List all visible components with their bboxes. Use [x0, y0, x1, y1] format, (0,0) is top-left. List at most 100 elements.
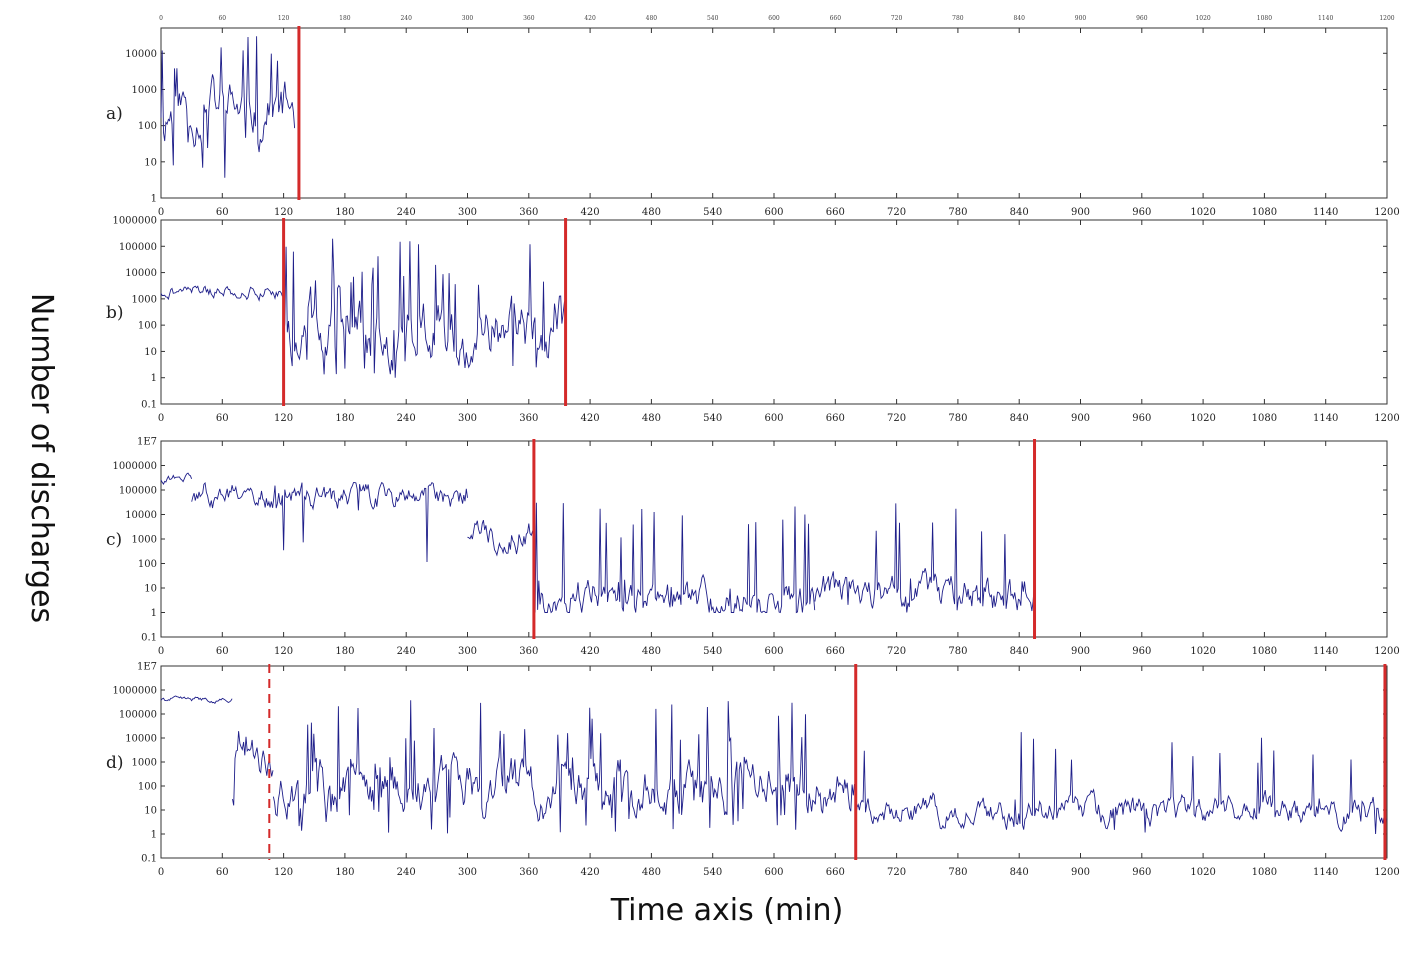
- series-line-2: [232, 731, 274, 806]
- x-tick-label: 1200: [1374, 646, 1399, 657]
- y-tick-label: 1: [151, 373, 157, 384]
- x-tick-label: 660: [826, 207, 845, 218]
- x-tick-label: 960: [1132, 646, 1151, 657]
- x-tick-label-top: 1080: [1257, 15, 1272, 22]
- x-tick-label-top: 780: [952, 15, 964, 22]
- x-tick-label: 480: [642, 413, 661, 424]
- x-tick-label: 120: [274, 413, 293, 424]
- x-tick-label: 240: [397, 646, 416, 657]
- x-tick-label: 180: [335, 867, 354, 878]
- x-tick-label: 840: [1010, 867, 1029, 878]
- x-tick-label: 600: [764, 646, 783, 657]
- y-tick-label: 1000000: [112, 686, 157, 697]
- y-tick-label: 1000: [132, 535, 157, 546]
- x-tick-label: 420: [581, 207, 600, 218]
- y-axis-title: Number of discharges: [24, 293, 59, 623]
- series-line-4: [533, 502, 816, 614]
- x-tick-label: 1020: [1190, 207, 1215, 218]
- panel-label: c): [106, 530, 122, 550]
- y-tick-label: 1E7: [137, 662, 157, 673]
- x-tick-label-top: 360: [523, 15, 535, 22]
- x-tick-label: 1200: [1374, 207, 1399, 218]
- x-tick-label-top: 840: [1013, 15, 1025, 22]
- x-tick-label: 0: [158, 413, 164, 424]
- x-tick-label: 1140: [1313, 646, 1338, 657]
- x-tick-label: 900: [1071, 207, 1090, 218]
- x-tick-label: 1020: [1190, 646, 1215, 657]
- x-tick-label: 960: [1132, 207, 1151, 218]
- y-tick-label: 0.1: [141, 633, 157, 644]
- x-tick-label: 900: [1071, 646, 1090, 657]
- plot-frame: [160, 440, 1388, 638]
- series-line-2: [191, 481, 468, 563]
- plot-frame: [160, 27, 1388, 199]
- x-tick-label: 120: [274, 646, 293, 657]
- y-tick-label: 10: [144, 806, 157, 817]
- y-tick-label: 100: [138, 321, 157, 332]
- y-tick-label: 0.1: [141, 854, 157, 865]
- x-tick-label: 240: [397, 413, 416, 424]
- x-tick-label-top: 120: [278, 15, 290, 22]
- x-tick-label: 720: [887, 646, 906, 657]
- x-tick-label: 240: [397, 867, 416, 878]
- x-tick-label: 180: [335, 413, 354, 424]
- y-tick-label: 100: [138, 559, 157, 570]
- x-tick-label: 540: [703, 207, 722, 218]
- y-tick-label: 100000: [119, 242, 157, 253]
- x-tick-label-top: 600: [768, 15, 780, 22]
- y-tick-label: 10000: [125, 510, 157, 521]
- series-line-3: [272, 700, 855, 834]
- x-tick-label: 360: [519, 207, 538, 218]
- y-tick-label: 100: [138, 121, 157, 132]
- x-tick-label-top: 900: [1075, 15, 1087, 22]
- series-group: [160, 36, 296, 178]
- y-tick-label: 1: [151, 194, 157, 205]
- series-line-1: [160, 285, 283, 302]
- x-tick-label: 540: [703, 867, 722, 878]
- y-tick-label: 100000: [119, 710, 157, 721]
- x-tick-label: 180: [335, 646, 354, 657]
- x-tick-label: 780: [948, 413, 967, 424]
- x-axis-title: Time axis (min): [610, 893, 844, 928]
- x-tick-label: 300: [458, 867, 477, 878]
- x-tick-label-top: 0: [159, 15, 163, 22]
- x-tick-label-top: 480: [646, 15, 658, 22]
- y-tick-label: 1000000: [112, 461, 157, 472]
- y-tick-label: 10000: [125, 268, 157, 279]
- x-tick-label: 720: [887, 413, 906, 424]
- x-tick-label-top: 540: [707, 15, 719, 22]
- x-tick-label: 600: [764, 413, 783, 424]
- y-tick-label: 1000: [132, 758, 157, 769]
- series-group: [160, 238, 566, 378]
- x-tick-label: 1200: [1374, 867, 1399, 878]
- x-tick-label: 600: [764, 207, 783, 218]
- x-tick-label: 300: [458, 207, 477, 218]
- x-tick-label: 120: [274, 207, 293, 218]
- series-line-1: [160, 36, 296, 178]
- x-tick-label: 780: [948, 646, 967, 657]
- x-tick-label-top: 1200: [1379, 15, 1394, 22]
- panel-b: 0.1 1 10 100 1000 10000 100000 1000000 0 60 120 180…: [106, 216, 1400, 425]
- x-tick-label-top: 240: [400, 15, 412, 22]
- x-tick-label: 600: [764, 867, 783, 878]
- x-tick-label: 60: [216, 867, 229, 878]
- series-line-3: [467, 519, 535, 557]
- x-tick-label: 360: [519, 646, 538, 657]
- x-tick-label: 1140: [1313, 867, 1338, 878]
- x-tick-label: 420: [581, 413, 600, 424]
- x-tick-label: 480: [642, 646, 661, 657]
- y-tick-label: 10: [144, 157, 157, 168]
- y-tick-label: 10: [144, 347, 157, 358]
- x-tick-label: 540: [703, 413, 722, 424]
- x-tick-label-top: 180: [339, 15, 351, 22]
- x-tick-label-top: 720: [891, 15, 903, 22]
- x-tick-label-top: 1020: [1195, 15, 1210, 22]
- x-tick-label: 1080: [1252, 646, 1277, 657]
- x-tick-label: 900: [1071, 867, 1090, 878]
- x-tick-label: 720: [887, 207, 906, 218]
- series-group: [160, 695, 1388, 835]
- panel-d: 0.1 1 10 100 1000 10000 100000 1000000 1E7 0 60 120…: [106, 662, 1400, 879]
- x-tick-label-top: 960: [1136, 15, 1148, 22]
- x-tick-label-top: 420: [584, 15, 596, 22]
